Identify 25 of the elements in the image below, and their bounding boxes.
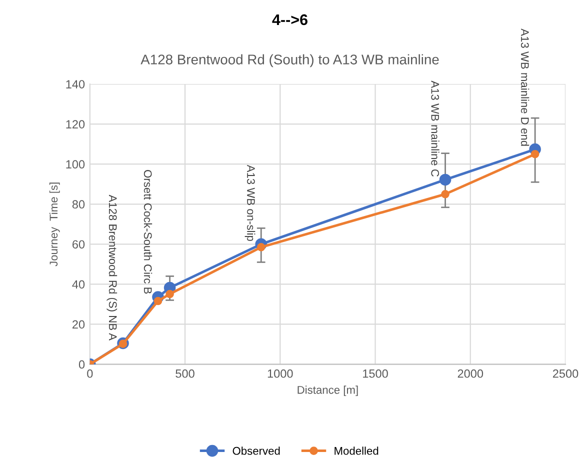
x-axis-title: Distance [m] [298,386,358,396]
chart-title: 4-->6 [272,14,308,26]
legend-label: Observed [232,446,280,455]
x-tick-label: 0 [87,369,93,378]
x-tick-label: 500 [176,369,194,378]
chart-subtitle: A128 Brentwood Rd (South) to A13 WB mainline [140,54,439,68]
x-tick-label: 2500 [552,369,578,378]
y-tick-label: 40 [72,280,85,289]
annotation: A13 WB on-slip [244,164,256,241]
y-tick-label: 20 [72,320,85,329]
y-tick-label: 100 [66,160,85,169]
y-tick-label: 120 [66,120,85,128]
annotation: A128 Brentwood Rd (S) NB A [106,194,118,340]
annotation: A13 WB mainline D end [520,28,530,146]
x-tick-label: 1500 [363,369,388,378]
y-tick-label: 0 [78,360,85,369]
x-tick-label: 2000 [458,369,484,378]
annotation: A13 WB mainline C [431,80,440,177]
y-tick-label: 60 [72,240,85,249]
y-tick-label: 140 [66,80,85,88]
annotation: Orsett Cock-South Circ B [144,170,152,294]
y-tick-label: 80 [72,200,85,209]
y-axis-title: Journey Time [s] [49,182,60,266]
x-tick-label: 1000 [268,369,293,378]
legend-label: Modelled [334,446,378,455]
